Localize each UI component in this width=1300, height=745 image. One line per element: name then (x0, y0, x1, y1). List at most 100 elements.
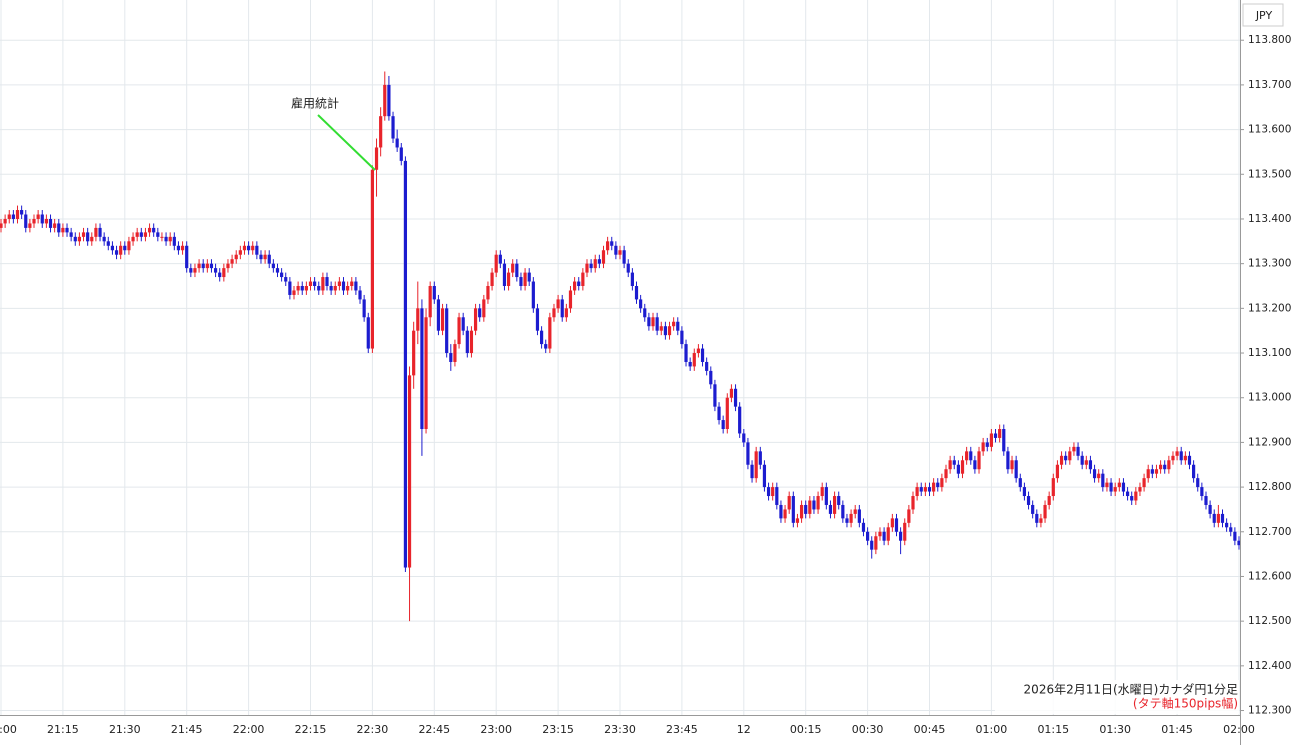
candle-body (721, 420, 725, 429)
x-tick-label: 23:30 (604, 723, 636, 736)
y-tick-label: 113.200 (1248, 302, 1291, 314)
candle-body (733, 388, 738, 407)
candle-body (700, 348, 705, 362)
candle-body (271, 263, 275, 269)
candle-body (127, 241, 131, 251)
candle-body (350, 281, 354, 286)
candle-body (725, 397, 729, 429)
candle-body (643, 308, 647, 318)
candle-body (560, 299, 564, 318)
candle-body (1175, 451, 1179, 456)
candle-body (275, 268, 280, 273)
candle-body (932, 482, 936, 492)
candle-body (564, 308, 568, 318)
candle-body (544, 344, 548, 349)
candle-body (1047, 496, 1051, 505)
candle-body (775, 487, 779, 505)
x-tick-label: 01:45 (1161, 723, 1193, 736)
candle-body (341, 281, 346, 291)
candle-body (1204, 496, 1208, 505)
candle-body (663, 326, 667, 336)
candle-body (1014, 460, 1018, 479)
candle-body (861, 522, 866, 532)
candle-body (32, 218, 36, 224)
candle-body (762, 464, 767, 488)
candle-body (98, 227, 102, 237)
candle-body (469, 330, 474, 354)
candle-body (160, 236, 164, 238)
candle-body (1080, 455, 1084, 465)
candle-body (630, 272, 634, 286)
candle-body (11, 214, 15, 219)
candle-body (816, 496, 820, 510)
candle-body (1229, 527, 1233, 532)
candle-body (247, 245, 251, 251)
candle-body (391, 116, 395, 139)
x-tick-label: 21:15 (47, 723, 79, 736)
candle-body (634, 286, 639, 300)
candle-body (1179, 451, 1183, 461)
y-tick-label: 112.800 (1248, 481, 1291, 493)
candle-body (395, 138, 399, 148)
candle-body (57, 223, 61, 233)
candle-body (593, 259, 597, 269)
grid (0, 0, 1240, 715)
candle-body (1039, 518, 1043, 523)
candle-body (849, 513, 853, 523)
candle-body (15, 210, 20, 219)
candle-body (1183, 455, 1187, 461)
candle-body (1163, 464, 1167, 470)
candle-body (168, 236, 172, 242)
x-tick-label: 12 (737, 723, 751, 736)
candle-body (436, 299, 441, 331)
y-tick-label: 112.600 (1248, 570, 1291, 582)
y-tick-label: 113.000 (1248, 392, 1291, 404)
candle-body (156, 232, 160, 237)
candles (0, 71, 1241, 622)
candle-body (28, 223, 32, 228)
x-tick-label: 01:30 (1099, 723, 1131, 736)
candle-body (750, 464, 754, 479)
candle-body (242, 245, 247, 251)
candle-body (1158, 464, 1163, 470)
candle-body (238, 250, 242, 255)
candle-body (292, 290, 296, 295)
candle-body (329, 286, 333, 291)
candle-body (585, 263, 589, 273)
candle-body (457, 317, 461, 345)
candle-body (102, 236, 106, 242)
candle-body (449, 353, 453, 362)
candle-body (24, 214, 28, 228)
candle-body (251, 245, 255, 251)
candle-body (259, 254, 263, 260)
candle-body (696, 348, 701, 354)
price-axis-panel (1240, 0, 1300, 745)
candle-body (478, 308, 482, 318)
candle-body (808, 500, 812, 514)
candle-body (771, 487, 775, 497)
candle-body (267, 254, 271, 264)
candle-body (573, 281, 577, 291)
candle-body (288, 281, 292, 295)
candle-body (1113, 487, 1117, 492)
candle-body (86, 232, 90, 242)
candle-body (832, 496, 837, 514)
candle-body (473, 308, 478, 331)
note-background (995, 680, 1239, 714)
candle-body (424, 317, 428, 429)
candle-body (548, 317, 552, 349)
candle-body (965, 451, 969, 461)
candle-body (754, 451, 758, 479)
candle-body (189, 268, 193, 273)
candle-body (1064, 455, 1068, 461)
candle-body (461, 317, 465, 331)
candle-body (325, 277, 329, 286)
candle-body (1088, 460, 1093, 470)
candle-body (482, 299, 486, 318)
candle-body (354, 281, 358, 291)
candle-body (209, 263, 214, 269)
candle-body (7, 214, 11, 219)
candle-body (44, 218, 48, 224)
candle-body (445, 308, 449, 354)
